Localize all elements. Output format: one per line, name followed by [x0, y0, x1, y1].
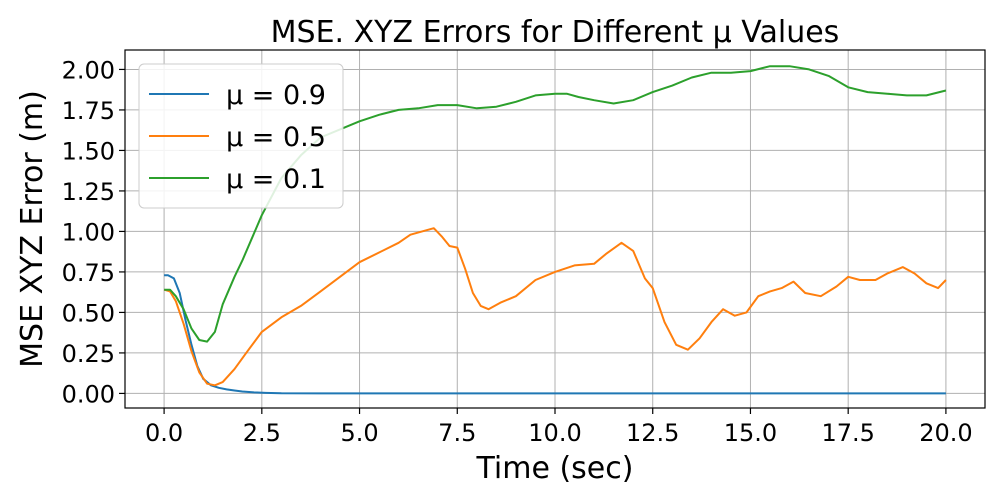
- chart-title: MSE. XYZ Errors for Different μ Values: [271, 15, 840, 50]
- x-axis-label: Time (sec): [476, 451, 634, 486]
- series-lines: [163, 65, 947, 395]
- legend-label-2: μ = 0.5: [226, 122, 326, 153]
- x-axis: 0.0 2.5 5.0 7.5 10.0 12.5 15.0 17.5 20.0: [145, 408, 973, 447]
- y-tick-label: 1.00: [62, 218, 115, 246]
- series-line-3: [164, 65, 947, 343]
- x-tick-label: 0.0: [145, 419, 183, 447]
- y-axis-label: MSE XYZ Error (m): [15, 90, 50, 368]
- x-tick-label: 17.5: [821, 419, 874, 447]
- x-tick-label: 7.5: [438, 419, 476, 447]
- y-tick-label: 0.50: [62, 299, 115, 327]
- x-tick-label: 12.5: [626, 419, 679, 447]
- x-tick-label: 2.5: [243, 419, 281, 447]
- x-tick-label: 10.0: [528, 419, 581, 447]
- y-tick-label: 0.00: [62, 380, 115, 408]
- y-axis: 0.00 0.25 0.50 0.75 1.00 1.25 1.50 1.75 2.00: [62, 56, 125, 408]
- y-tick-label: 2.00: [62, 56, 115, 84]
- legend-label-1: μ = 0.9: [226, 80, 326, 111]
- y-tick-label: 1.75: [62, 97, 115, 125]
- legend-box: [138, 63, 344, 209]
- x-tick-label: 20.0: [919, 419, 972, 447]
- x-tick-label: 5.0: [340, 419, 378, 447]
- y-tick-label: 1.50: [62, 137, 115, 165]
- legend-label-3: μ = 0.1: [226, 164, 326, 195]
- y-tick-label: 0.25: [62, 340, 115, 368]
- y-tick-label: 1.25: [62, 178, 115, 206]
- y-tick-label: 0.75: [62, 259, 115, 287]
- series-line-1: [164, 274, 946, 395]
- x-tick-label: 15.0: [724, 419, 777, 447]
- series-line-2: [163, 227, 947, 387]
- legend: μ = 0.9 μ = 0.5 μ = 0.1: [138, 63, 344, 209]
